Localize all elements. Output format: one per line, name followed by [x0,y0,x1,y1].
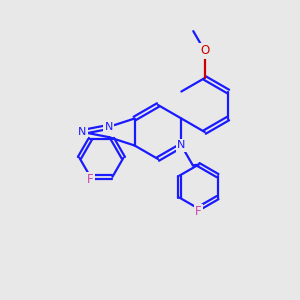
Text: N: N [78,127,87,137]
Text: F: F [195,205,202,218]
Text: O: O [200,44,209,58]
Text: N: N [105,122,113,132]
Text: N: N [177,140,186,151]
Text: F: F [87,173,94,186]
